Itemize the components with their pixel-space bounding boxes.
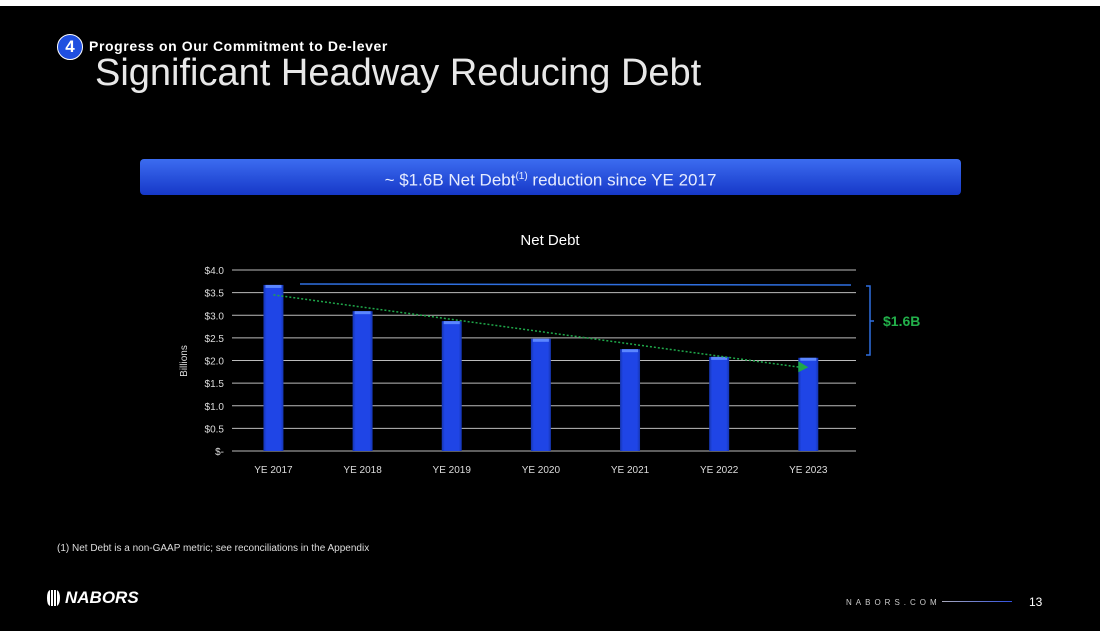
bar (263, 284, 284, 451)
x-tick-label: YE 2022 (700, 465, 739, 476)
nabors-logo-icon (47, 590, 60, 606)
trend-line (273, 294, 801, 369)
bar-highlight (532, 338, 549, 342)
bar-highlight (354, 311, 371, 315)
y-tick-label: $0.5 (205, 424, 225, 435)
x-tick-label: YE 2018 (343, 465, 382, 476)
x-tick-label: YE 2020 (522, 465, 561, 476)
bar-highlight (265, 284, 282, 288)
bar-highlight (443, 321, 460, 325)
section-title: Progress on Our Commitment to De-lever (89, 38, 388, 54)
y-tick-label: $2.0 (205, 357, 225, 368)
footer-divider (942, 601, 1012, 602)
x-tick-label: YE 2019 (433, 465, 472, 476)
page-number: 13 (1029, 595, 1043, 609)
y-tick-label: $3.5 (205, 289, 225, 300)
y-tick-label: $3.0 (205, 311, 225, 322)
bar (709, 356, 730, 451)
logo-text: NABORS (65, 588, 139, 607)
bar (620, 349, 641, 451)
y-tick-label: $4.0 (205, 266, 225, 277)
bar (798, 357, 819, 451)
y-tick-label: $1.5 (205, 379, 225, 390)
reference-line (299, 283, 852, 286)
banner-text-end: reduction since YE 2017 (527, 170, 717, 190)
top-strip (0, 0, 1100, 6)
reduction-annotation: $1.6B (883, 313, 920, 329)
bar-highlight (622, 349, 639, 353)
trend-arrow-icon (798, 361, 809, 373)
bar-highlight (800, 357, 817, 361)
x-tick-label: YE 2021 (611, 465, 650, 476)
bracket (866, 285, 874, 356)
bar-highlight (711, 356, 728, 360)
summary-banner: ~ $1.6B Net Debt(1) reduction since YE 2… (140, 159, 961, 195)
bar (441, 321, 462, 451)
y-tick-label: $1.0 (205, 402, 225, 413)
banner-text: ~ $1.6B Net Debt (384, 170, 516, 190)
bar (352, 311, 373, 451)
chart-title: Net Debt (520, 232, 580, 249)
page-title: Significant Headway Reducing Debt (95, 52, 702, 94)
bar (530, 338, 551, 451)
footnote: (1) Net Debt is a non-GAAP metric; see r… (57, 543, 370, 554)
x-tick-label: YE 2017 (254, 465, 293, 476)
y-tick-label: $2.5 (205, 334, 225, 345)
y-axis-label: Billions (179, 345, 190, 377)
y-tick-label: $- (215, 447, 224, 458)
banner-footnote-ref: (1) (515, 171, 528, 182)
nabors-logo: NABORS (45, 588, 139, 608)
x-tick-label: YE 2023 (789, 465, 828, 476)
section-number-badge: 4 (57, 34, 83, 60)
website: NABORS.COM (846, 598, 941, 607)
